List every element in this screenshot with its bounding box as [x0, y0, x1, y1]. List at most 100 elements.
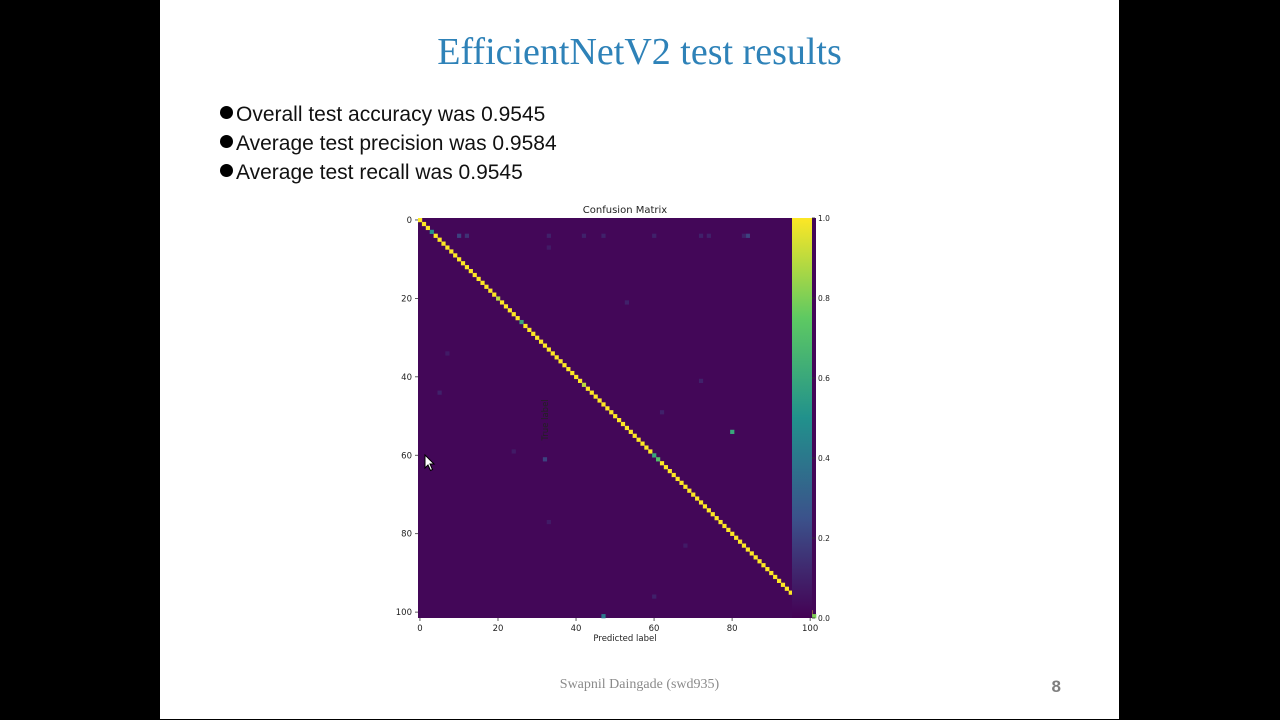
- heatmap-cell-diagonal: [644, 445, 649, 450]
- heatmap-cell-diagonal: [730, 531, 735, 536]
- slide: EfficientNetV2 test results Overall test…: [160, 0, 1119, 719]
- y-tick-label: 60: [401, 451, 412, 461]
- heatmap-cell-diagonal: [480, 280, 485, 285]
- colorbar-tick-label: 0.0: [818, 614, 830, 623]
- heatmap-cell-diagonal: [784, 586, 789, 591]
- heatmap-cell-diagonal: [488, 288, 493, 293]
- x-axis: 0 20 40 60 80 100: [417, 618, 818, 634]
- heatmap-cell-diagonal: [593, 394, 598, 399]
- heatmap-cell-diagonal: [745, 547, 750, 552]
- heatmap-cell-diagonal: [519, 319, 524, 325]
- heatmap-cell-diagonal: [496, 296, 501, 301]
- heatmap-cell-diagonal: [535, 335, 540, 340]
- colorbar-tick-label: 0.2: [818, 534, 830, 543]
- heatmap-cell: [601, 614, 606, 619]
- x-tick-label: 20: [493, 624, 504, 634]
- heatmap-cell-diagonal: [570, 370, 575, 376]
- heatmap-cell-diagonal: [636, 437, 641, 442]
- heatmap-cell-diagonal: [714, 516, 719, 521]
- heatmap-cell-diagonal: [574, 374, 579, 380]
- colorbar: [792, 218, 812, 618]
- heatmap-cell-diagonal: [617, 418, 622, 423]
- heatmap-cell-diagonal: [753, 555, 758, 560]
- heatmap-cell-diagonal: [515, 316, 520, 321]
- heatmap-cell-diagonal: [468, 268, 473, 274]
- heatmap-cell-diagonal: [613, 414, 618, 419]
- heatmap-cell: [706, 233, 711, 238]
- heatmap-cell: [581, 233, 587, 238]
- colorbar-tick-label: 0.8: [818, 294, 830, 303]
- heatmap-cell-diagonal: [597, 398, 602, 403]
- heatmap-cell-diagonal: [757, 559, 762, 564]
- heatmap-cell: [624, 300, 629, 305]
- heatmap-cell-diagonal: [706, 508, 711, 513]
- x-tick-label: 100: [802, 624, 818, 634]
- bullet-item: Average test recall was 0.9545: [218, 158, 557, 187]
- heatmap-cell: [683, 543, 688, 548]
- colorbar-tick-label: 0.4: [818, 454, 830, 463]
- heatmap-cell-diagonal: [648, 449, 653, 454]
- heatmap-cell: [730, 429, 735, 434]
- heatmap-cell-diagonal: [624, 425, 629, 431]
- heatmap-cell-diagonal: [652, 453, 657, 458]
- heatmap-cell-diagonal: [527, 327, 532, 333]
- heatmap-cell-diagonal: [679, 480, 684, 485]
- heatmap-cell-diagonal: [460, 261, 466, 266]
- colorbar-tick-label: 0.6: [818, 374, 830, 383]
- heatmap-cell-diagonal: [628, 429, 633, 434]
- confusion-matrix-figure: Confusion Matrix 0 20 40 60 80 100 0 20 40 60 80 1…: [370, 200, 890, 650]
- heatmap-cell-diagonal: [780, 582, 786, 587]
- heatmap-cell-diagonal: [418, 218, 423, 223]
- y-axis: 0 20 40 60 80 100: [396, 216, 418, 618]
- heatmap-cell-diagonal: [663, 465, 669, 470]
- heatmap-cell-diagonal: [698, 500, 704, 505]
- heatmap-cell-diagonal: [589, 390, 594, 395]
- y-tick-label: 40: [401, 373, 412, 383]
- bullet-icon: [220, 164, 233, 177]
- heatmap-cell-diagonal: [433, 233, 438, 238]
- heatmap-cell-diagonal: [507, 308, 512, 313]
- heatmap-cell-diagonal: [632, 433, 637, 438]
- heatmap-cell-diagonal: [640, 441, 645, 446]
- heatmap-cell-diagonal: [734, 535, 739, 540]
- heatmap-cell: [437, 390, 442, 395]
- heatmap-cell: [698, 378, 704, 383]
- heatmap-cell-diagonal: [687, 488, 692, 493]
- confusion-matrix-chart: Confusion Matrix 0 20 40 60 80 100 0 20 40 60 80 1…: [396, 205, 830, 644]
- heatmap-cell: [546, 519, 551, 525]
- heatmap-cell-diagonal: [472, 272, 477, 278]
- x-tick-label: 40: [571, 624, 582, 634]
- heatmap-cell-diagonal: [609, 410, 614, 415]
- mouse-cursor-icon: [424, 454, 436, 472]
- heatmap-cell: [659, 410, 665, 415]
- heatmap-cell-diagonal: [464, 265, 470, 270]
- slide-title: EfficientNetV2 test results: [437, 31, 842, 73]
- heatmap-cell-diagonal: [726, 527, 731, 533]
- heatmap-cell-diagonal: [776, 578, 782, 583]
- heatmap-cell: [745, 233, 750, 238]
- colorbar-axis: 0.0 0.2 0.4 0.6 0.8 1.0: [812, 214, 830, 623]
- heatmap-cell: [601, 233, 606, 238]
- bullet-text: Average test recall was 0.9545: [236, 161, 523, 184]
- heatmap-cell-diagonal: [601, 402, 606, 407]
- heatmap-cell-diagonal: [671, 472, 676, 478]
- heatmap-cell-diagonal: [675, 476, 680, 482]
- heatmap-cell-diagonal: [577, 378, 583, 383]
- heatmap-cell-diagonal: [429, 229, 434, 234]
- heatmap-cell-diagonal: [695, 496, 700, 501]
- heatmap-cell-diagonal: [812, 614, 817, 619]
- heatmap-cell-diagonal: [484, 284, 489, 289]
- x-tick-label: 60: [649, 624, 660, 634]
- y-axis-label: True label: [541, 399, 551, 441]
- heatmap-cell-diagonal: [503, 304, 509, 309]
- heatmap-cell-diagonal: [453, 253, 458, 258]
- heatmap-cell-diagonal: [741, 543, 747, 548]
- heatmap-cell-diagonal: [546, 347, 551, 352]
- chart-title: Confusion Matrix: [583, 205, 667, 216]
- heatmap-cell-diagonal: [421, 221, 427, 227]
- heatmap-cell-diagonal: [531, 331, 536, 336]
- heatmap-cell-diagonal: [457, 257, 462, 262]
- y-tick-label: 0: [407, 216, 412, 226]
- y-tick-label: 100: [396, 608, 412, 618]
- y-tick-label: 80: [401, 530, 412, 540]
